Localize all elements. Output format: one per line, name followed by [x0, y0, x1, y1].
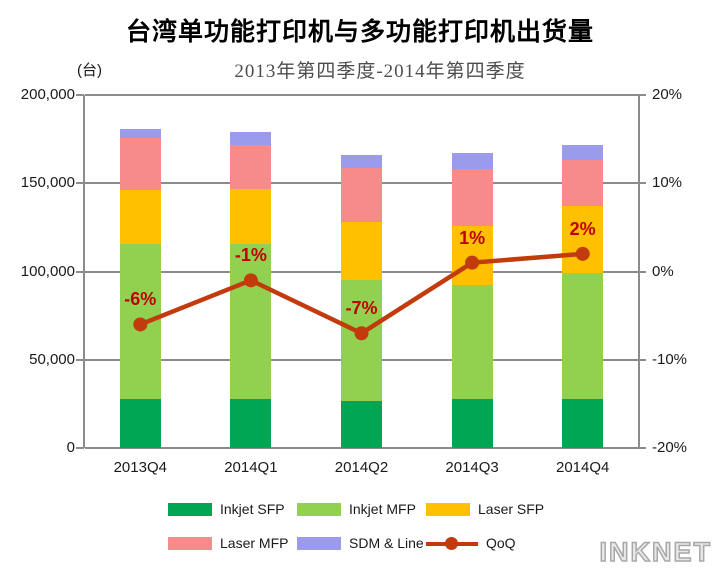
- chart-subtitle: 2013年第四季度-2014年第四季度: [234, 61, 526, 82]
- y-axis-unit-label: (台): [77, 62, 102, 79]
- left-axis-line: [83, 95, 85, 448]
- legend-swatch-laser-sfp: [426, 502, 470, 516]
- gridline: [85, 94, 638, 96]
- x-axis-category-label: 2014Q3: [445, 459, 499, 476]
- left-axis-tick-label: 50,000: [29, 350, 75, 368]
- x-axis-category-label: 2014Q4: [555, 459, 610, 476]
- right-axis-tick-label: -20%: [652, 439, 688, 456]
- left-axis-tick: [76, 270, 84, 273]
- legend-label-inkjet-mfp: Inkjet MFP: [349, 501, 416, 517]
- bar-segment-laser-sfp: [562, 206, 604, 274]
- bar-segment-inkjet-mfp: [562, 273, 604, 400]
- bar-segment-inkjet-mfp: [451, 284, 493, 400]
- legend-item-sdm-line: SDM & Line: [297, 535, 424, 551]
- left-axis-tick: [76, 94, 84, 96]
- left-axis-tick: [76, 182, 84, 185]
- left-axis-tick-label: 100,000: [20, 262, 75, 280]
- legend-swatch-inkjet-mfp: [297, 502, 341, 516]
- bar-segment-sdm-line: [119, 128, 161, 139]
- bar-segment-laser-sfp: [451, 226, 493, 285]
- legend-label-inkjet-sfp: Inkjet SFP: [220, 501, 285, 517]
- left-axis-tick-label: 0: [66, 439, 75, 456]
- qoq-data-point: [354, 326, 369, 341]
- right-axis-tick: [638, 182, 646, 185]
- right-axis-tick: [638, 447, 646, 449]
- bar-segment-sdm-line: [451, 153, 493, 170]
- legend-item-laser-mfp: Laser MFP: [168, 535, 288, 551]
- right-axis-line: [638, 95, 640, 448]
- right-axis-tick-label: -10%: [652, 350, 688, 368]
- chart-title: 台湾单功能打印机与多功能打印机出货量: [125, 18, 594, 46]
- qoq-data-point: [243, 273, 258, 288]
- legend-item-qoq: QoQ: [426, 535, 516, 551]
- bar-segment-inkjet-sfp: [119, 398, 161, 448]
- qoq-data-label: -1%: [234, 245, 267, 266]
- bar-segment-laser-sfp: [119, 190, 161, 245]
- legend-item-inkjet-sfp: Inkjet SFP: [168, 501, 285, 517]
- legend-label-laser-sfp: Laser SFP: [478, 501, 545, 517]
- bar-segment-laser-sfp: [230, 189, 272, 245]
- bar-segment-inkjet-sfp: [451, 399, 493, 448]
- right-axis-tick: [638, 94, 646, 96]
- bar-segment-laser-mfp: [119, 138, 161, 191]
- legend-swatch-laser-mfp: [168, 536, 212, 550]
- gridline: [85, 447, 638, 449]
- qoq-data-label: 1%: [459, 227, 486, 248]
- bar-segment-laser-mfp: [341, 168, 382, 223]
- legend-swatch-sdm-line: [297, 536, 341, 550]
- bar-segment-laser-mfp: [230, 145, 272, 190]
- plot-area: 0 -20% 50,000 -10% 100,000 0% 150,000 10% 200,00…: [21, 86, 687, 476]
- right-axis-tick: [638, 270, 646, 273]
- right-axis-tick: [638, 358, 646, 361]
- left-axis-tick: [76, 447, 84, 449]
- qoq-data-label: -6%: [124, 289, 157, 310]
- bar-segment-inkjet-sfp: [562, 399, 604, 448]
- bar-segment-sdm-line: [341, 155, 382, 169]
- right-axis-tick-label: 20%: [652, 86, 683, 103]
- qoq-data-point: [133, 317, 148, 332]
- legend-item-laser-sfp: Laser SFP: [426, 501, 544, 517]
- bar-segment-laser-mfp: [451, 169, 493, 227]
- qoq-data-label: -7%: [345, 298, 378, 319]
- legend-line-marker: [445, 536, 458, 550]
- x-axis-category-label: 2014Q1: [224, 459, 278, 476]
- legend-swatch-qoq: [426, 536, 478, 550]
- bar-segment-inkjet-mfp: [230, 244, 272, 400]
- legend-item-inkjet-mfp: Inkjet MFP: [297, 501, 416, 517]
- legend-label-qoq: QoQ: [486, 535, 516, 551]
- x-axis-category-label: 2014Q2: [334, 459, 389, 476]
- left-axis-tick: [76, 358, 84, 361]
- left-axis-tick-label: 200,000: [20, 86, 75, 103]
- bar-segment-sdm-line: [562, 145, 604, 161]
- x-axis-category-label: 2013Q4: [113, 459, 167, 476]
- qoq-data-point: [575, 246, 590, 261]
- bar-segment-inkjet-mfp: [341, 280, 382, 402]
- legend-swatch-inkjet-sfp: [168, 502, 212, 516]
- bar-segment-laser-sfp: [341, 222, 382, 281]
- qoq-line-series: [133, 246, 590, 341]
- watermark-inknet: INKNET: [599, 536, 712, 568]
- qoq-data-label: 2%: [569, 218, 596, 239]
- bar-segment-inkjet-sfp: [230, 399, 272, 448]
- bar-segment-inkjet-sfp: [341, 401, 382, 448]
- qoq-data-point: [465, 255, 480, 270]
- bar-segment-sdm-line: [230, 132, 272, 146]
- bar-segment-laser-mfp: [562, 160, 604, 207]
- legend-label-laser-mfp: Laser MFP: [220, 535, 289, 551]
- right-axis-tick-label: 0%: [652, 262, 674, 280]
- legend-label-sdm-line: SDM & Line: [349, 535, 424, 551]
- right-axis-tick-label: 10%: [652, 174, 683, 192]
- left-axis-tick-label: 150,000: [20, 174, 75, 192]
